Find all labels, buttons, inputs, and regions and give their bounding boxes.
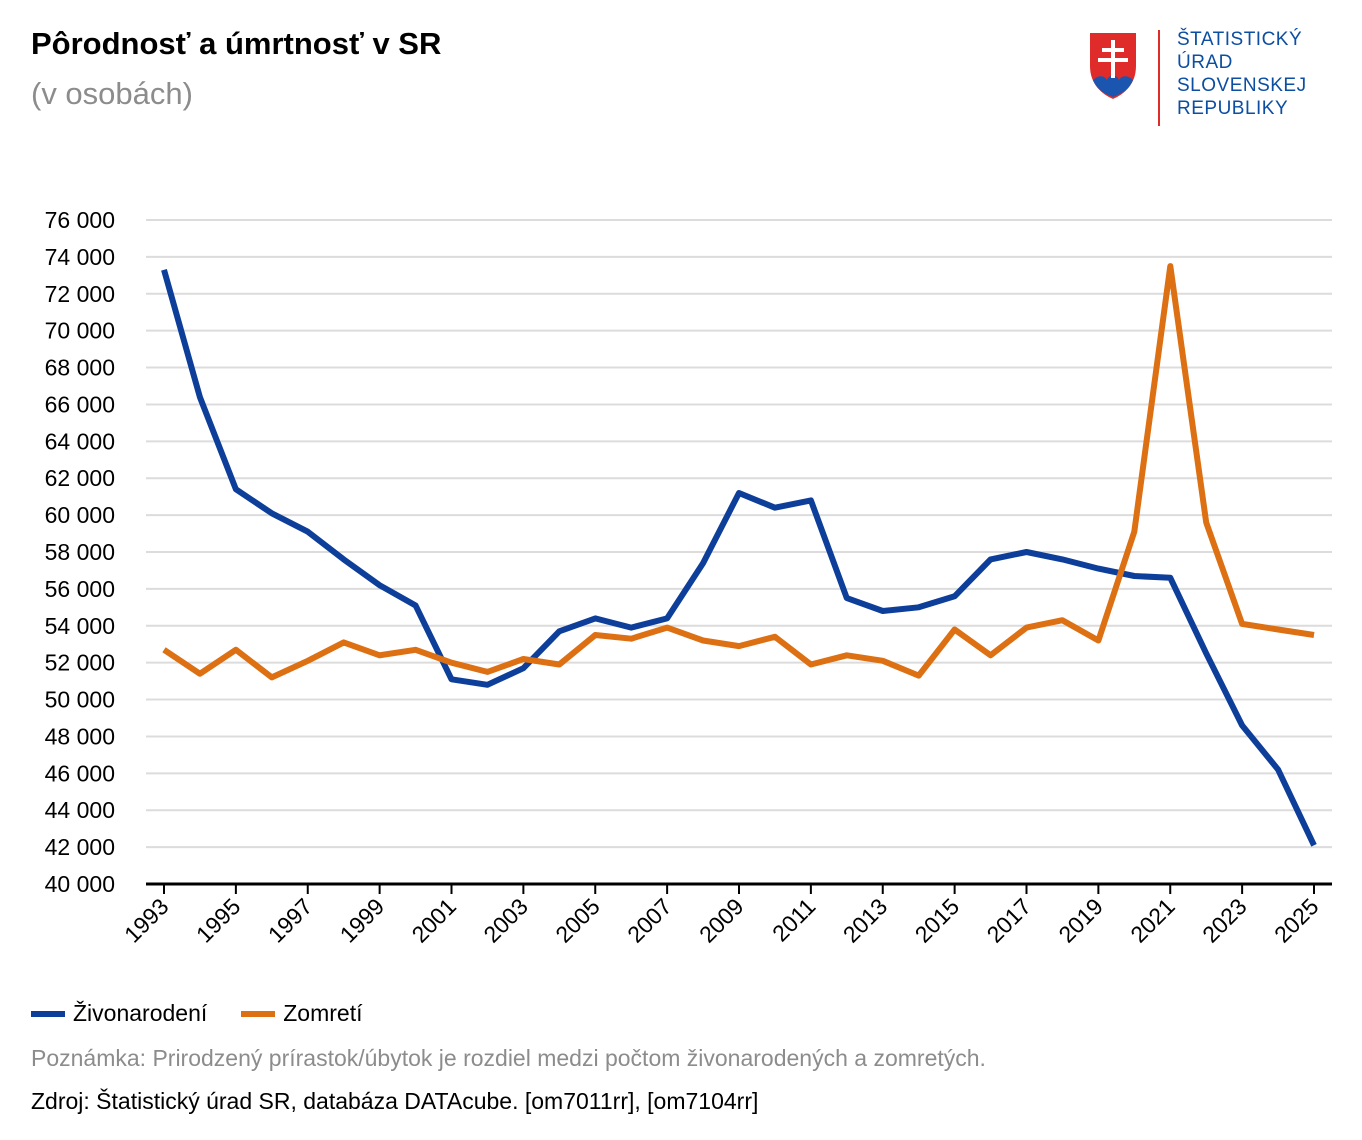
y-tick-label: 44 000 — [45, 797, 115, 823]
x-axis-tick-labels: 1993 1995 1997 1999 2001 2003 2005 2007 2009 2011… — [119, 884, 1324, 948]
logo-divider — [1158, 30, 1160, 126]
x-tick-label: 2017 — [981, 893, 1036, 948]
y-tick-label: 52 000 — [45, 650, 115, 676]
logo-text: ŠTATISTICKÝ ÚRAD SLOVENSKEJ REPUBLIKY — [1177, 28, 1307, 120]
legend-label-zomreti: Zomretí — [283, 1000, 363, 1026]
x-tick-label: 1999 — [335, 893, 390, 948]
chart-subtitle: (v osobách) — [31, 76, 193, 111]
x-tick-label: 2019 — [1053, 893, 1108, 948]
x-tick-label: 1995 — [191, 893, 246, 948]
series-lines — [161, 263, 1317, 847]
y-tick-label: 64 000 — [45, 428, 115, 454]
y-tick-label: 48 000 — [45, 723, 115, 749]
footnote: Poznámka: Prirodzený prírastok/úbytok je… — [31, 1045, 986, 1071]
legend-item-zomreti[interactable]: Zomretí — [241, 1000, 362, 1027]
line-chart: 40 000 42 000 44 000 46 000 48 000 50 000 52 0… — [45, 207, 1332, 948]
legend-swatch-zomreti — [241, 1010, 276, 1017]
x-tick-label: 1997 — [263, 893, 318, 948]
y-tick-label: 58 000 — [45, 539, 115, 565]
statistical-office-logo: ŠTATISTICKÝ ÚRAD SLOVENSKEJ REPUBLIKY — [1085, 28, 1345, 128]
y-tick-label: 54 000 — [45, 613, 115, 639]
x-tick-label: 2021 — [1125, 893, 1180, 948]
y-tick-label: 72 000 — [45, 281, 115, 307]
y-tick-label: 76 000 — [45, 207, 115, 233]
x-tick-label: 2003 — [478, 893, 533, 948]
logo-line-3: SLOVENSKEJ — [1177, 75, 1307, 96]
y-tick-label: 74 000 — [45, 244, 115, 270]
legend-label-zivonarodeni: Živonarodení — [73, 1000, 208, 1026]
y-tick-label: 50 000 — [45, 687, 115, 713]
series-line-zomreti[interactable] — [162, 263, 1315, 681]
y-tick-label: 40 000 — [45, 871, 115, 897]
x-tick-label: 2015 — [910, 893, 965, 948]
y-tick-label: 46 000 — [45, 760, 115, 786]
x-tick-label: 2007 — [622, 893, 677, 948]
y-tick-label: 60 000 — [45, 502, 115, 528]
y-tick-label: 42 000 — [45, 834, 115, 860]
logo-line-4: REPUBLIKY — [1177, 98, 1289, 119]
chart-title: Pôrodnosť a úmrtnosť v SR — [31, 26, 442, 61]
x-tick-label: 2001 — [406, 893, 461, 948]
x-tick-label: 1993 — [119, 893, 174, 948]
y-tick-label: 62 000 — [45, 465, 115, 491]
series-line-zivonarodeni[interactable] — [161, 268, 1317, 847]
y-tick-label: 70 000 — [45, 318, 115, 344]
logo-line-2: ÚRAD — [1177, 52, 1233, 73]
x-tick-label: 2011 — [767, 893, 820, 946]
gridlines — [146, 219, 1332, 886]
x-tick-label: 2005 — [550, 893, 605, 948]
y-tick-label: 68 000 — [45, 355, 115, 381]
x-tick-label: 2013 — [838, 893, 893, 948]
logo-line-1: ŠTATISTICKÝ — [1177, 29, 1303, 50]
x-tick-label: 2009 — [694, 893, 749, 948]
legend-swatch-zivonarodeni — [31, 1010, 65, 1017]
source-text: Zdroj: Štatistický úrad SR, databáza DAT… — [31, 1088, 759, 1114]
y-tick-label: 56 000 — [45, 576, 115, 602]
x-tick-label: 2025 — [1269, 893, 1324, 948]
y-tick-label: 66 000 — [45, 391, 115, 417]
slovak-coat-of-arms-icon — [1088, 31, 1138, 102]
legend-item-zivonarodeni[interactable]: Živonarodení — [31, 1000, 207, 1027]
y-axis-tick-labels: 40 000 42 000 44 000 46 000 48 000 50 000 52 0… — [45, 207, 115, 897]
legend: Živonarodení Zomretí — [31, 1000, 396, 1027]
x-tick-label: 2023 — [1197, 893, 1252, 948]
